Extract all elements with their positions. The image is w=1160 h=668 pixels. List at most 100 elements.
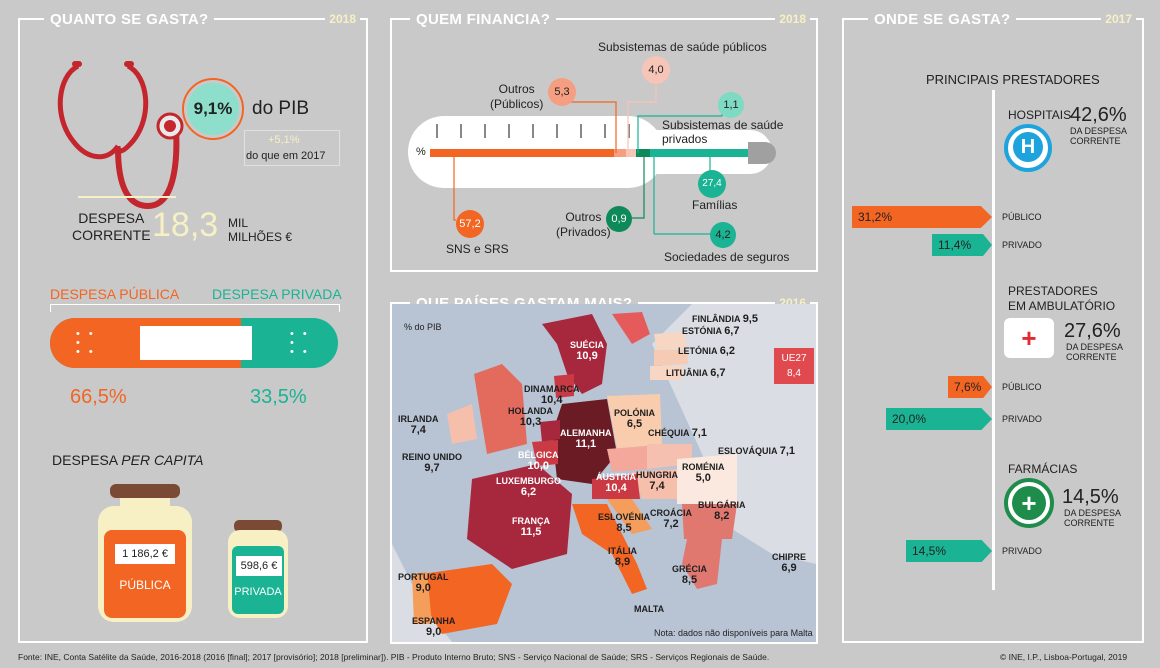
eu-box: UE27 8,4 [774,348,814,384]
country-reino-unido: REINO UNIDO 9,7 [402,452,463,474]
subsistemas-publicos-circle: 4,0 [642,56,670,84]
spend-panel: QUANTO SE GASTA? 2018 9,1% do PIB +5,1% … [18,11,368,643]
hospitais-publico-label: PÚBLICO [1002,212,1042,222]
country-franca: FRANÇA 11,5 [512,516,550,538]
country-chequia: CHÉQUIA 7,1 [648,427,707,439]
pib-circle [182,78,244,140]
privada-pct: 33,5% [250,386,307,408]
bandage: • • • • • • • • • • [50,318,338,368]
pib-pct: 9,1% [187,83,239,135]
country-luxemburgo: LUXEMBURGO 6,2 [496,476,561,498]
country-lituania: LITUÂNIA 6,7 [666,367,726,379]
farmacias-privado-label: PRIVADO [1002,546,1042,556]
thermo-subsistemas-publicos [626,149,636,157]
familias-label: Famílias [692,198,738,212]
hospitais-share: 42,6% [1070,104,1127,126]
sns-label: SNS e SRS [446,242,509,256]
per-capita-label: DESPESA PER CAPITA [52,452,203,468]
ambulatorio-label: PRESTADORES EM AMBULATÓRIO [1008,284,1116,313]
pharmacy-icon: + [1004,478,1054,528]
spend-title: QUANTO SE GASTA? [44,11,215,28]
change-value: +5,1% [268,134,300,146]
subsistemas-privados-label: Subsistemas de saúde privados [662,118,784,146]
country-eslovaquia: ESLOVÁQUIA 7,1 [718,445,795,457]
thermo-privados [636,149,650,157]
country-romenia: ROMÉNIA 5,0 [682,462,725,484]
unit-2: MILHÕES € [228,230,293,244]
spend-year: 2018 [325,12,360,26]
hospital-icon: H [1004,124,1052,172]
subsistemas-privados-circle: 1,1 [718,92,744,118]
country-hungria: HUNGRIA 7,4 [636,470,678,492]
hospitais-share-label: DA DESPESA CORRENTE [1070,126,1128,146]
despesa-label-2: CORRENTE [72,227,151,243]
thermometer-ticks [436,124,646,138]
bandage-dots-left: • • • • • [76,328,96,358]
outros-privados-circle: 0,9 [606,206,632,232]
map-unit: % do PIB [404,322,442,332]
change-label: do que em 2017 [246,150,326,162]
outros-publicos-1: Outros [498,82,535,96]
ambulatorio-share-label: DA DESPESA CORRENTE [1066,342,1124,362]
country-estonia: ESTÓNIA 6,7 [682,325,740,337]
per-capita-1: DESPESA [52,452,122,468]
farmacias-privado-bar: 14,5% [906,540,992,562]
bandage-pad [140,326,252,360]
finance-year: 2018 [775,12,810,26]
country-belgica: BÉLGICA 10,0 [518,450,559,472]
sns-circle: 57,2 [456,210,484,238]
outros-publicos-2: (Públicos) [490,97,544,111]
privada-jar-lid [234,520,282,532]
bracket [50,304,340,312]
footer-source: Fonte: INE, Conta Satélite da Saúde, 201… [18,652,770,662]
hospitais-privado-label: PRIVADO [1002,240,1042,250]
country-espanha: ESPANHA 9,0 [412,616,456,638]
stethoscope-icon [57,61,184,210]
thermo-bulb [748,142,776,164]
ambulatorio-privado-bar: 20,0% [886,408,992,430]
hospitais-privado-bar: 11,4% [932,234,992,256]
country-letonia: LETÓNIA 6,2 [678,345,735,357]
where-spine [992,90,995,590]
outros-privados-label: Outros (Privados) [556,210,611,240]
country-dinamarca: DINAMARCA 10,4 [524,384,580,406]
unit-1: MIL [228,216,249,230]
country-croacia: CROÁCIA 7,2 [650,508,692,530]
stethoscope-base [78,196,176,198]
hospitais-label: HOSPITAIS [1008,108,1072,122]
country-bulgaria: BULGÁRIA 8,2 [698,500,746,522]
country-suecia: SUÉCIA 10,9 [570,340,605,362]
farmacias-share: 14,5% [1062,486,1119,508]
privada-jar-label: PRIVADA [234,586,282,598]
country-malta: MALTA [634,604,665,614]
country-italia: ITÁLIA 8,9 [608,546,637,568]
country-finlandia: FINLÂNDIA 9,5 [692,313,758,325]
despesa-label: DESPESA CORRENTE [72,210,151,244]
hospitais-publico-bar: 31,2% [852,206,992,228]
farmacias-share-label: DA DESPESA CORRENTE [1064,508,1122,528]
country-polonia: POLÓNIA 6,5 [614,408,656,430]
country-eslovenia: ESLOVÉNIA 8,5 [598,512,651,534]
publica-pct: 66,5% [70,386,127,408]
map-panel: QUE PAÍSES GASTAM MAIS? 2016 [390,295,818,644]
finance-title: QUEM FINANCIA? [410,11,557,28]
thermo-sns [430,149,614,157]
publica-pc-box: 1 186,2 € [115,544,175,564]
where-header: PRINCIPAIS PRESTADORES [926,72,1100,87]
outros-publicos-circle: 5,3 [548,78,576,106]
country-alemanha: ALEMANHA 11,1 [560,428,612,450]
map-note: Nota: dados não disponíveis para Malta [654,628,813,638]
finance-panel: QUEM FINANCIA? 2018 % 57,2 SNS e SRS Out… [390,11,818,272]
subsistemas-publicos-label: Subsistemas de saúde públicos [598,40,767,54]
first-aid-icon: + [1004,318,1054,358]
country-irlanda: IRLANDA 7,4 [398,414,439,436]
where-title: ONDE SE GASTA? [868,11,1017,28]
outros-publicos-label: Outros (Públicos) [490,82,543,112]
where-year: 2017 [1101,12,1136,26]
seguros-label: Sociedades de seguros [664,250,790,264]
country-holanda: HOLANDA 10,3 [508,406,553,428]
ambulatorio-share: 27,6% [1064,320,1121,342]
thermo-familias [650,149,748,157]
footer-copyright: © INE, I.P., Lisboa-Portugal, 2019 [1000,652,1128,662]
pib-label: do PIB [252,98,310,119]
